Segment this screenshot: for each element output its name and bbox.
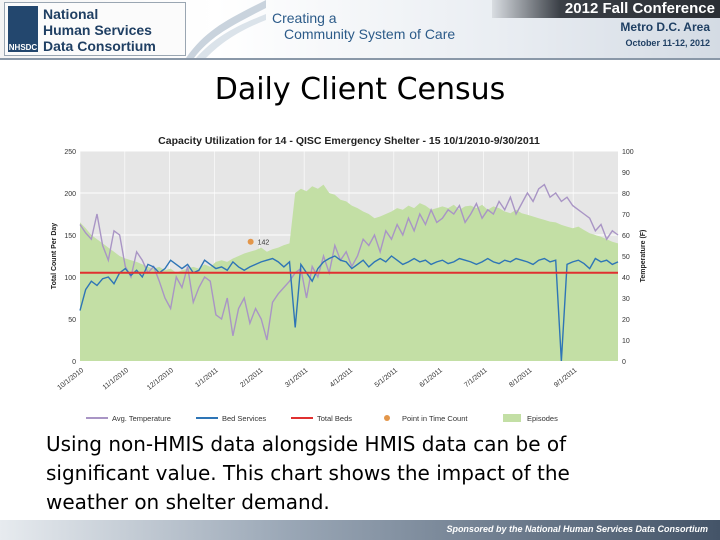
y2-tick-label: 90 <box>622 170 630 177</box>
tagline-line-1: Creating a <box>272 10 337 26</box>
legend-label: Point in Time Count <box>402 414 468 423</box>
y2-tick-label: 80 <box>622 191 630 198</box>
y-tick-label: 100 <box>64 275 76 282</box>
legend-swatch <box>384 415 390 421</box>
footer-bar: Sponsored by the National Human Services… <box>0 520 720 540</box>
y2-tick-label: 30 <box>622 296 630 303</box>
legend-label: Avg. Temperature <box>112 414 171 423</box>
logo: NHSDC National Human Services Data Conso… <box>4 2 186 56</box>
slide-title: Daily Client Census <box>214 72 506 107</box>
point-in-time-marker <box>247 238 254 245</box>
tagline-line-2: Community System of Care <box>284 26 456 42</box>
conference-dates: October 11-12, 2012 <box>625 38 710 48</box>
point-in-time-label: 142 <box>258 240 270 247</box>
footer-sponsor-text: Sponsored by the National Human Services… <box>446 524 708 534</box>
avg-temperature-line <box>79 183 619 341</box>
conference-band <box>492 0 720 18</box>
y-tick-label: 200 <box>64 191 76 198</box>
logo-line-1: National <box>43 6 99 22</box>
y2-tick-label: 40 <box>622 275 630 282</box>
conference-location: Metro D.C. Area <box>620 20 710 34</box>
legend-label: Episodes <box>527 414 558 423</box>
capacity-chart: Capacity Utilization for 14 - QISC Emerg… <box>46 125 654 431</box>
y-tick-label: 250 <box>64 149 76 156</box>
legend-swatch <box>503 414 521 422</box>
header-swoosh-graphic <box>186 0 266 58</box>
legend-label: Bed Services <box>222 414 266 423</box>
logo-mark: NHSDC <box>8 6 38 52</box>
y2-tick-label: 100 <box>622 149 634 156</box>
y2-tick-label: 20 <box>622 317 630 324</box>
header-banner: NHSDC National Human Services Data Conso… <box>0 0 720 58</box>
y2-axis-label: Temperature (F) <box>640 230 647 283</box>
legend-label: Total Beds <box>317 414 352 423</box>
logo-line-2: Human Services <box>43 22 152 38</box>
y2-tick-label: 70 <box>622 212 630 219</box>
y2-tick-label: 0 <box>622 359 626 366</box>
chart-title: Capacity Utilization for 14 - QISC Emerg… <box>158 135 540 147</box>
y-tick-label: 0 <box>72 359 76 366</box>
y2-tick-label: 10 <box>622 338 630 345</box>
y-axis-label: Total Count Per Day <box>51 223 58 289</box>
bed-services-line <box>79 255 619 362</box>
conference-title: 2012 Fall Conference <box>564 0 715 17</box>
y-tick-label: 50 <box>68 317 76 324</box>
y2-tick-label: 50 <box>622 254 630 261</box>
y2-tick-label: 60 <box>622 233 630 240</box>
y-tick-label: 150 <box>64 233 76 240</box>
caption-text: Using non-HMIS data alongside HMIS data … <box>46 432 570 514</box>
header-divider <box>0 58 720 60</box>
logo-line-3: Data Consortium <box>43 38 156 54</box>
